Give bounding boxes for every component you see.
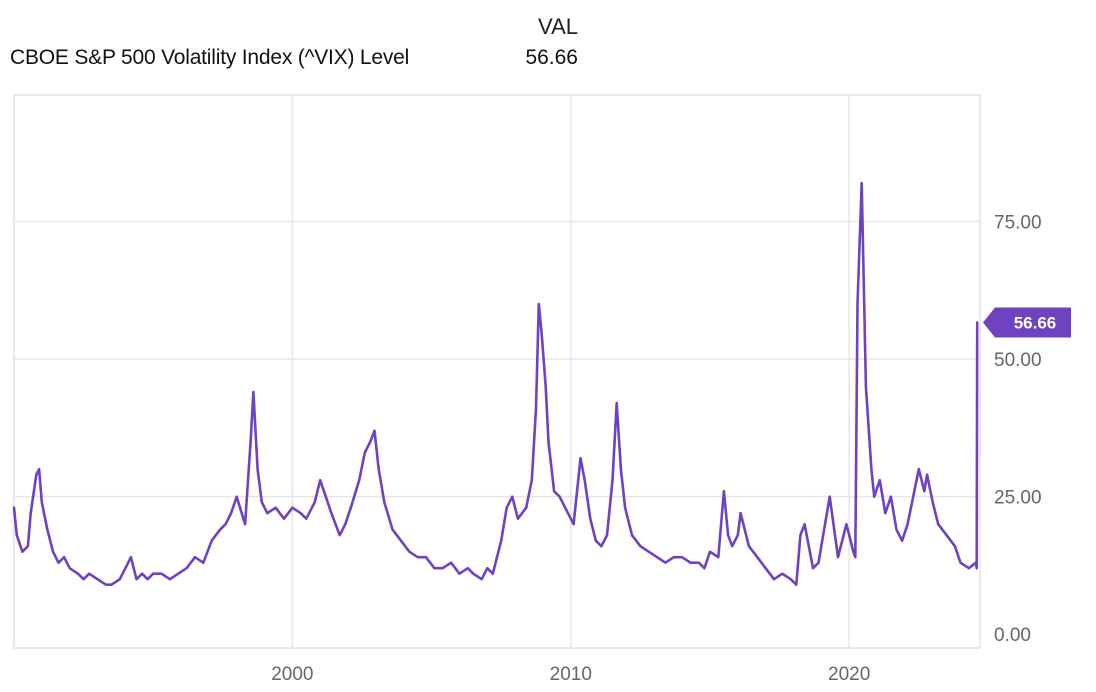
x-tick-label: 2010 — [550, 664, 592, 685]
last-value-badge: 56.66 — [983, 307, 1071, 338]
x-tick-label: 2000 — [271, 664, 313, 685]
y-tick-label: 75.00 — [994, 213, 1042, 234]
series-line-vix — [12, 181, 979, 587]
legend-header: VAL — [538, 14, 578, 39]
last-value-badge-shape — [983, 307, 1071, 338]
legend-series-name: CBOE S&P 500 Volatility Index (^VIX) Lev… — [10, 46, 410, 69]
x-axis-ticks: 2000 2010 2020 — [271, 664, 870, 685]
plot-border — [13, 94, 981, 649]
chart-grid — [14, 95, 980, 648]
legend-series-value: 56.66 — [525, 46, 578, 69]
chart-frame — [13, 94, 981, 649]
last-value-badge-label: 56.66 — [1014, 313, 1057, 332]
y-tick-label: 0.00 — [994, 625, 1031, 646]
series-layer — [12, 181, 979, 587]
y-tick-label: 25.00 — [994, 488, 1042, 509]
y-axis-ticks: 0.00 25.00 50.00 75.00 — [994, 213, 1042, 647]
x-tick-label: 2020 — [828, 664, 870, 685]
y-tick-label: 50.00 — [994, 350, 1042, 371]
